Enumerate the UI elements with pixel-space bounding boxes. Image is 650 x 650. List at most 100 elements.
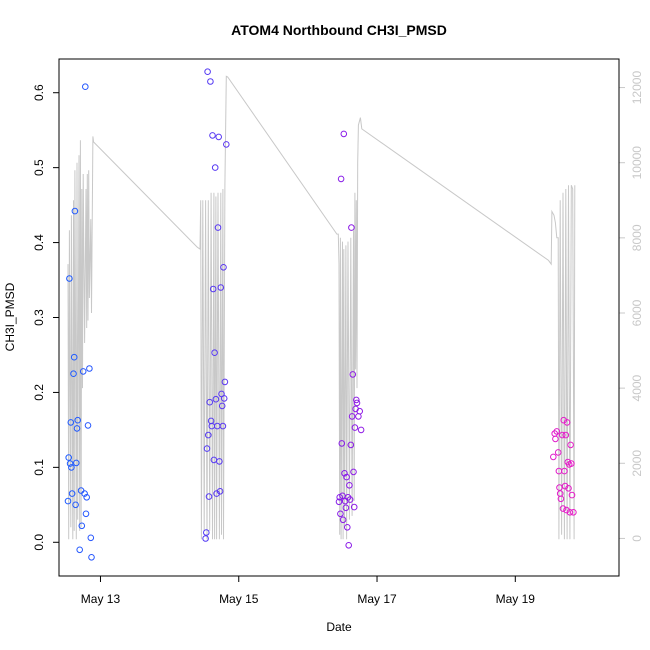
data-point bbox=[223, 141, 230, 148]
data-point bbox=[211, 164, 219, 171]
chart-title: ATOM4 Northbound CH3I_PMSD bbox=[231, 22, 447, 38]
data-point bbox=[340, 130, 348, 138]
data-point bbox=[337, 510, 344, 518]
data-point bbox=[64, 497, 72, 505]
data-point bbox=[339, 516, 347, 524]
data-point bbox=[219, 422, 227, 430]
data-point bbox=[68, 490, 76, 497]
data-point bbox=[70, 353, 78, 361]
y-axis-label: CH3I_PMSD bbox=[3, 282, 17, 351]
data-point bbox=[205, 431, 212, 439]
y-tick-label: 0.4 bbox=[32, 234, 46, 251]
data-point bbox=[65, 454, 72, 461]
data-point bbox=[350, 468, 357, 476]
data-point bbox=[566, 509, 574, 516]
data-point bbox=[88, 554, 95, 561]
data-point bbox=[66, 460, 74, 467]
data-point bbox=[559, 431, 566, 439]
data-point bbox=[82, 83, 89, 90]
y-tick-label: 0.0 bbox=[32, 534, 46, 551]
y-tick-label: 0.1 bbox=[32, 459, 46, 476]
secondary-series-line bbox=[67, 75, 576, 540]
y2-tick-label: 6000 bbox=[630, 299, 644, 326]
data-point bbox=[70, 370, 77, 378]
data-point bbox=[205, 493, 213, 500]
x-tick-label: May 17 bbox=[357, 592, 397, 606]
data-point bbox=[353, 396, 360, 404]
data-point bbox=[342, 504, 350, 512]
data-point bbox=[349, 371, 357, 378]
data-point bbox=[209, 285, 217, 293]
data-point bbox=[203, 445, 211, 452]
data-point bbox=[216, 488, 224, 495]
data-point bbox=[221, 378, 229, 386]
data-point bbox=[568, 491, 576, 499]
y2-tick-label: 12000 bbox=[630, 71, 644, 105]
data-point bbox=[561, 482, 569, 490]
data-point bbox=[84, 422, 92, 429]
data-point bbox=[73, 459, 80, 467]
data-point bbox=[347, 441, 355, 449]
data-point bbox=[338, 440, 346, 447]
data-point bbox=[335, 498, 343, 506]
data-point bbox=[341, 470, 348, 477]
data-point bbox=[343, 473, 350, 481]
data-point bbox=[561, 467, 568, 475]
data-point bbox=[87, 534, 95, 542]
data-point bbox=[559, 505, 567, 512]
data-point bbox=[83, 494, 90, 501]
data-point bbox=[553, 428, 561, 435]
data-point bbox=[82, 510, 90, 518]
data-point bbox=[568, 460, 575, 467]
data-point bbox=[74, 416, 81, 424]
data-point bbox=[78, 522, 86, 530]
x-tick-label: May 13 bbox=[81, 592, 121, 606]
data-point bbox=[212, 395, 220, 403]
y-tick-label: 0.3 bbox=[32, 309, 46, 326]
data-point bbox=[86, 365, 93, 372]
y-tick-label: 0.2 bbox=[32, 384, 46, 401]
data-point bbox=[346, 496, 354, 503]
data-point bbox=[348, 224, 355, 231]
data-point bbox=[215, 133, 222, 141]
data-point bbox=[67, 419, 75, 426]
data-point bbox=[557, 495, 565, 503]
data-point bbox=[214, 224, 222, 231]
y-tick-label: 0.6 bbox=[32, 84, 46, 101]
data-point bbox=[73, 425, 81, 432]
data-point bbox=[348, 413, 356, 420]
secondary-series-layer bbox=[67, 75, 576, 540]
plot-frame bbox=[58, 58, 620, 577]
data-point bbox=[350, 503, 358, 511]
data-point bbox=[567, 441, 574, 449]
data-point bbox=[563, 506, 570, 514]
y2-tick-label: 2000 bbox=[630, 450, 644, 477]
data-point bbox=[344, 524, 351, 531]
data-point bbox=[346, 482, 353, 489]
data-point bbox=[206, 398, 213, 406]
data-point bbox=[560, 416, 568, 424]
data-point bbox=[81, 490, 88, 497]
data-point bbox=[216, 458, 223, 465]
y2-tick-label: 0 bbox=[630, 535, 644, 542]
data-point bbox=[356, 407, 364, 415]
data-point bbox=[76, 546, 83, 554]
data-point bbox=[204, 68, 211, 75]
y2-tick-label: 4000 bbox=[630, 374, 644, 401]
data-point bbox=[357, 426, 365, 434]
data-point bbox=[552, 435, 559, 443]
data-point bbox=[71, 207, 79, 215]
data-point bbox=[203, 529, 210, 536]
data-point bbox=[207, 78, 214, 85]
data-point bbox=[211, 349, 218, 357]
data-point bbox=[345, 542, 353, 549]
y-tick-label: 0.5 bbox=[32, 159, 46, 176]
data-point bbox=[550, 453, 557, 461]
data-point bbox=[79, 368, 87, 375]
data-point bbox=[68, 464, 75, 471]
data-points-layer bbox=[64, 68, 577, 561]
data-point bbox=[562, 431, 570, 439]
data-point bbox=[563, 419, 571, 426]
